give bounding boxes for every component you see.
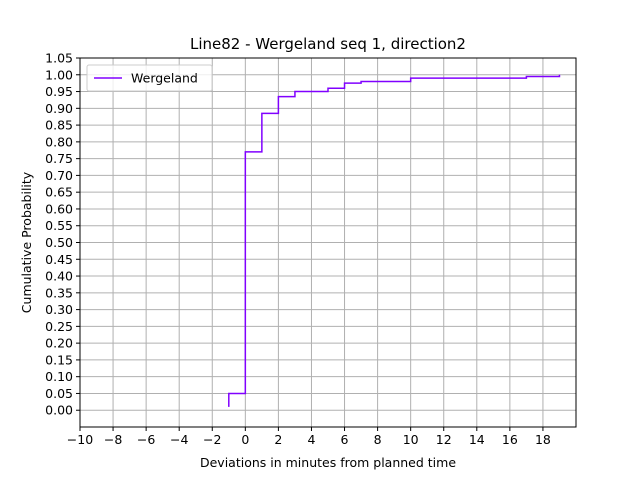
grid (79, 57, 576, 427)
x-tick-label: 18 (535, 432, 551, 447)
legend: Wergeland (86, 64, 213, 92)
x-tick-label: −2 (203, 432, 221, 447)
x-tick-label: −8 (104, 432, 122, 447)
chart-title: Line82 - Wergeland seq 1, direction2 (190, 35, 466, 53)
y-tick-label: 0.85 (45, 118, 73, 133)
y-tick-label: 0.55 (45, 218, 73, 233)
y-tick-label: 0.10 (45, 369, 73, 384)
y-tick-label: 0.90 (45, 101, 73, 116)
y-tick-label: 0.25 (45, 319, 73, 334)
x-tick-label: 0 (241, 432, 249, 447)
y-tick-label: 0.20 (45, 336, 73, 351)
series-layer (228, 74, 561, 407)
y-axis: 0.00 0.05 0.10 0.150.20 0.25 0.30 0.350.40 0.45… (45, 51, 80, 418)
y-tick-label: 0.50 (45, 235, 73, 250)
y-tick-label: 0.80 (45, 134, 73, 149)
x-tick-label: 2 (274, 432, 282, 447)
y-tick-label: 1.00 (45, 67, 73, 82)
legend-box (86, 64, 213, 92)
legend-label: Wergeland (131, 71, 198, 86)
x-tick-label: 12 (436, 432, 452, 447)
x-tick-label: 4 (307, 432, 315, 447)
y-tick-label: 0.60 (45, 201, 73, 216)
x-axis-label: Deviations in minutes from planned time (200, 455, 456, 470)
x-tick-label: −10 (67, 432, 93, 447)
x-tick-label: 16 (502, 432, 518, 447)
x-tick-label: 14 (469, 432, 485, 447)
y-tick-label: 0.95 (45, 84, 73, 99)
y-tick-label: 0.40 (45, 269, 73, 284)
x-axis: −10 −8 −6 −4 −2 0 2 4 6 8 10 12 14 16 18 (67, 427, 551, 447)
x-tick-label: 6 (341, 432, 349, 447)
x-tick-label: 10 (403, 432, 419, 447)
y-tick-label: 0.30 (45, 302, 73, 317)
y-tick-label: 0.00 (45, 403, 73, 418)
y-tick-label: 0.35 (45, 285, 73, 300)
y-tick-label: 0.15 (45, 352, 73, 367)
y-tick-label: 0.70 (45, 168, 73, 183)
y-tick-label: 0.45 (45, 252, 73, 267)
series-line-wergeland (228, 74, 561, 407)
y-tick-label: 0.75 (45, 151, 73, 166)
x-tick-label: −6 (137, 432, 155, 447)
x-tick-label: 8 (374, 432, 382, 447)
y-tick-label: 1.05 (45, 51, 73, 66)
y-axis-label: Cumulative Probability (19, 171, 34, 313)
x-tick-label: −4 (170, 432, 188, 447)
y-tick-label: 0.65 (45, 185, 73, 200)
y-tick-label: 0.05 (45, 386, 73, 401)
